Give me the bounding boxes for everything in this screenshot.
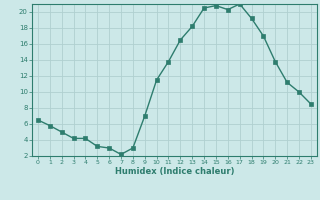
X-axis label: Humidex (Indice chaleur): Humidex (Indice chaleur) bbox=[115, 167, 234, 176]
